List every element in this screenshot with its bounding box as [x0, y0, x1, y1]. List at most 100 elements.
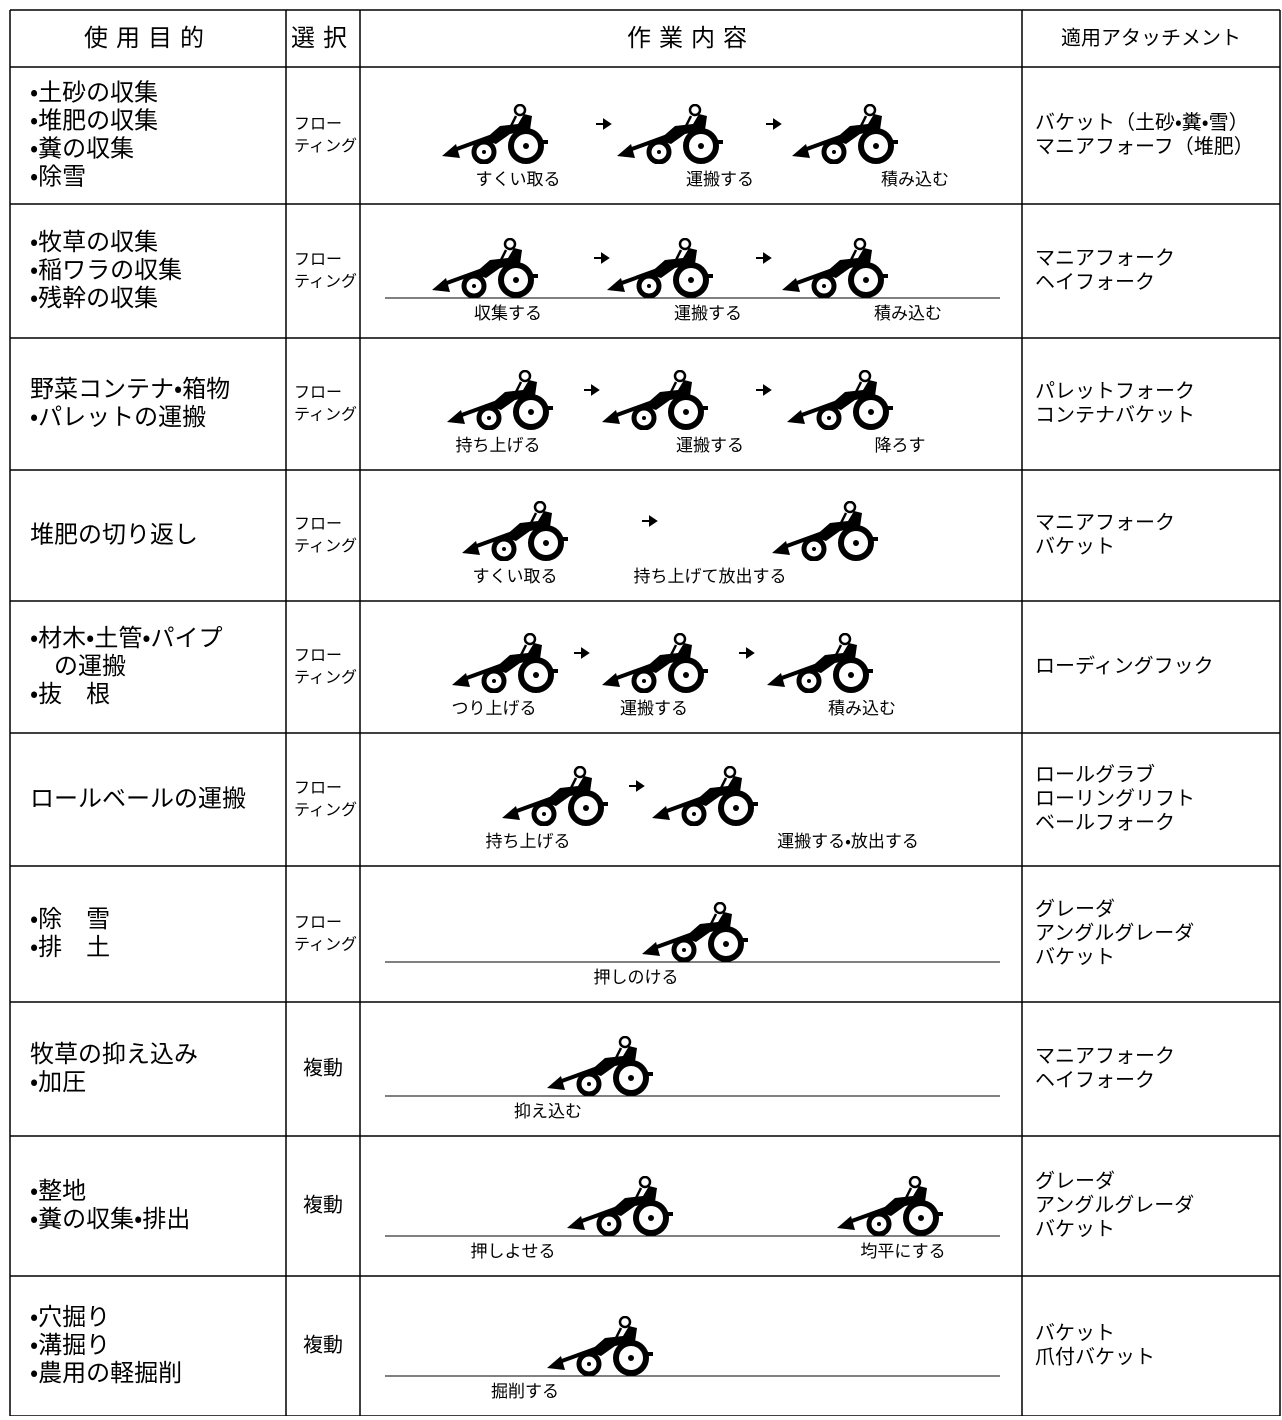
- step-label: 持ち上げる: [456, 436, 541, 456]
- purpose-line: ・パレットの運搬: [30, 403, 206, 431]
- attachment-line: ローリングリフト: [1035, 786, 1195, 810]
- attachment-line: グレーダ: [1035, 1169, 1115, 1193]
- step-arrow: [766, 118, 782, 130]
- step-arrow: [756, 252, 772, 264]
- tractor-illustration: [447, 371, 553, 428]
- step-arrow: [756, 384, 772, 396]
- selection-line: ティング: [294, 136, 357, 155]
- attachment-line: 爪付バケット: [1035, 1345, 1155, 1369]
- step-label: 押しよせる: [471, 1242, 556, 1262]
- step-label: 持ち上げて放出する: [634, 567, 787, 587]
- purpose-line: ・加圧: [30, 1068, 86, 1096]
- step-label: 運搬する: [620, 699, 688, 719]
- tractor-illustration: [502, 767, 608, 824]
- selection-line: ティング: [294, 800, 357, 819]
- selection-line: フロー: [294, 250, 342, 269]
- header-cell: 使用目的: [84, 24, 212, 52]
- attachment-line: バケット: [1035, 945, 1115, 969]
- selection-line: ティング: [294, 668, 357, 687]
- purpose-line: ・土砂の収集: [30, 79, 158, 107]
- purpose-line: ・農用の軽掘削: [30, 1359, 182, 1387]
- purpose-line: ・除 雪: [30, 905, 110, 933]
- purpose-line: ・残幹の収集: [30, 284, 158, 312]
- attachment-line: マニアフォーク: [1035, 510, 1175, 534]
- attachment-line: バケット（土砂・糞・雪）: [1035, 110, 1249, 134]
- purpose-line: 堆肥の切り返し: [30, 521, 198, 549]
- selection-line: フロー: [294, 778, 342, 797]
- attachment-line: マニアフォーフ（堆肥）: [1035, 134, 1254, 158]
- attachment-line: ローディングフック: [1035, 654, 1214, 678]
- tractor-illustration: [642, 903, 748, 960]
- step-arrow: [739, 647, 755, 659]
- attachment-line: アングルグレーダ: [1035, 921, 1194, 945]
- step-arrow: [596, 118, 612, 130]
- step-label: 押しのける: [594, 968, 679, 988]
- purpose-line: ・整地: [30, 1177, 86, 1205]
- purpose-line: ・牧草の収集: [30, 228, 158, 256]
- purpose-line: ・糞の収集・排出: [30, 1205, 190, 1233]
- attachment-line: コンテナバケット: [1035, 403, 1195, 427]
- attachment-line: バケット: [1035, 1217, 1115, 1241]
- step-arrow: [584, 384, 600, 396]
- attachment-line: バケット: [1035, 534, 1115, 558]
- purpose-line: ・溝掘り: [30, 1331, 110, 1359]
- selection-line: フロー: [294, 913, 342, 932]
- step-label: 均平にする: [860, 1242, 945, 1262]
- selection-line: フロー: [294, 514, 342, 533]
- tractor-illustration: [442, 105, 548, 162]
- step-arrow: [574, 647, 590, 659]
- step-label: 運搬する: [674, 304, 742, 324]
- step-arrow: [629, 780, 645, 792]
- attachment-line: ロールグラブ: [1035, 762, 1155, 786]
- tractor-illustration: [432, 239, 538, 296]
- tractor-illustration: [772, 502, 878, 559]
- purpose-line: 野菜コンテナ・箱物: [30, 375, 230, 403]
- purpose-line: ・穴掘り: [30, 1303, 110, 1331]
- selection-line: ティング: [294, 935, 357, 954]
- attachment-line: アングルグレーダ: [1035, 1193, 1194, 1217]
- purpose-line: ・材木・土管・パイプ: [30, 624, 222, 652]
- tractor-illustration: [462, 502, 568, 559]
- attachment-line: グレーダ: [1035, 897, 1115, 921]
- purpose-line: ・稲ワラの収集: [30, 256, 182, 284]
- step-label: すくい取る: [476, 170, 561, 190]
- step-label: 抑え込む: [514, 1102, 582, 1122]
- purpose-line: ロールベールの運搬: [30, 785, 246, 813]
- tractor-illustration: [567, 1177, 673, 1234]
- step-label: 掘削する: [491, 1382, 559, 1402]
- selection: 複動: [303, 1056, 343, 1080]
- selection-line: フロー: [294, 646, 342, 665]
- selection-line: ティング: [294, 536, 357, 555]
- step-label: 運搬する: [676, 436, 744, 456]
- attachment-line: マニアフォーク: [1035, 1044, 1175, 1068]
- attachment-line: ベールフォーク: [1035, 810, 1175, 834]
- step-label: 持ち上げる: [486, 832, 571, 852]
- tractor-illustration: [792, 105, 898, 162]
- step-label: 降ろす: [875, 436, 926, 456]
- step-arrow: [594, 252, 610, 264]
- selection-line: フロー: [294, 383, 342, 402]
- attachment-line: ヘイフォーク: [1035, 270, 1155, 294]
- tractor-illustration: [607, 239, 713, 296]
- step-label: つり上げる: [452, 699, 537, 719]
- step-label: 収集する: [474, 304, 542, 324]
- tractor-illustration: [547, 1037, 653, 1094]
- header-cell: 作業内容: [627, 24, 755, 52]
- attachment-line: ヘイフォーク: [1035, 1068, 1155, 1092]
- step-label: 運搬する: [686, 170, 754, 190]
- purpose-line: ・堆肥の収集: [30, 107, 158, 135]
- purpose-line: ・排 土: [30, 933, 110, 961]
- attachment-line: パレットフォーク: [1035, 379, 1195, 403]
- tractor-illustration: [837, 1177, 943, 1234]
- tractor-illustration: [652, 767, 758, 824]
- step-label: 積み込む: [828, 699, 896, 719]
- tractor-illustration: [787, 371, 893, 428]
- tractor-illustration: [602, 634, 708, 691]
- tractor-illustration: [617, 105, 723, 162]
- selection-line: フロー: [294, 114, 342, 133]
- step-arrow: [642, 515, 658, 527]
- purpose-line: ・除雪: [30, 163, 86, 191]
- step-label: 積み込む: [881, 170, 949, 190]
